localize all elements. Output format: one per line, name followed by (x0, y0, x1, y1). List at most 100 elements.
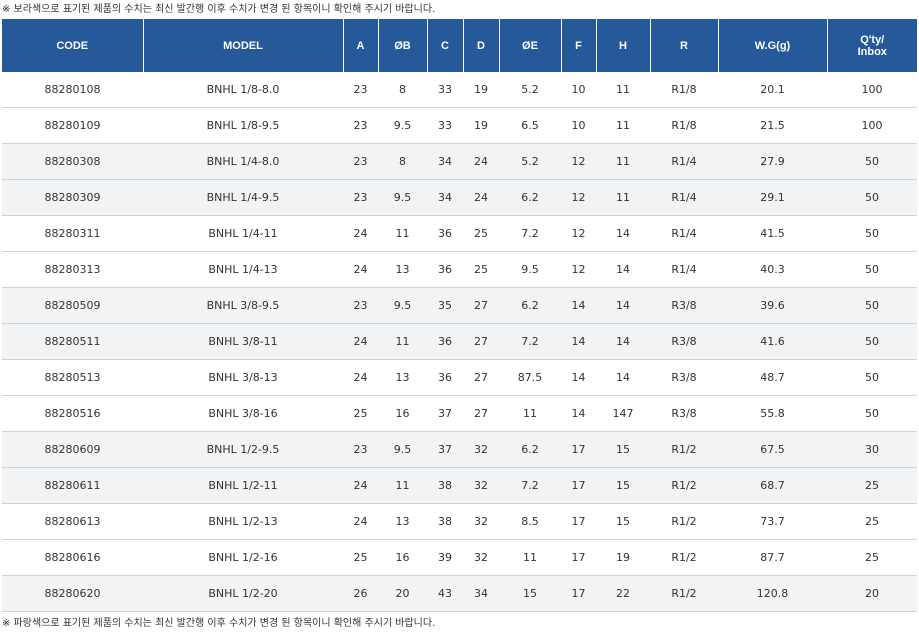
cell-r: R3/8 (650, 395, 718, 432)
cell-weight: 87.7 (718, 539, 827, 576)
table-row: 88280511 BNHL 3/8-11 24 11 36 27 7.2 14 14 R3/8 41… (2, 323, 917, 360)
cell-d: 32 (463, 431, 499, 468)
cell-b: 8 (378, 143, 427, 180)
cell-h: 15 (596, 467, 650, 504)
header-weight: W.G(g) (718, 19, 828, 72)
cell-f: 17 (561, 575, 596, 612)
cell-a: 23 (343, 431, 378, 468)
cell-f: 14 (561, 359, 596, 396)
cell-e: 5.2 (499, 143, 561, 180)
cell-c: 36 (427, 251, 463, 288)
cell-model: BNHL 1/4-11 (143, 215, 343, 252)
table-row: 88280513 BNHL 3/8-13 24 13 36 27 87.5 14 14 R3/8 4… (2, 359, 917, 396)
cell-qty: 100 (827, 72, 917, 108)
cell-f: 17 (561, 467, 596, 504)
cell-b: 20 (378, 575, 427, 612)
cell-d: 32 (463, 467, 499, 504)
cell-code: 88280609 (2, 431, 143, 468)
cell-h: 14 (596, 287, 650, 324)
cell-code: 88280611 (2, 467, 143, 504)
cell-qty: 25 (827, 503, 917, 540)
cell-qty: 50 (827, 287, 917, 324)
cell-c: 36 (427, 215, 463, 252)
cell-e: 7.2 (499, 215, 561, 252)
cell-h: 15 (596, 503, 650, 540)
cell-r: R1/4 (650, 179, 718, 216)
cell-b: 9.5 (378, 107, 427, 144)
cell-weight: 120.8 (718, 575, 827, 612)
cell-a: 25 (343, 539, 378, 576)
cell-e: 5.2 (499, 72, 561, 108)
cell-r: R1/8 (650, 72, 718, 108)
cell-e: 6.5 (499, 107, 561, 144)
cell-a: 24 (343, 251, 378, 288)
cell-weight: 39.6 (718, 287, 827, 324)
table-row: 88280616 BNHL 1/2-16 25 16 39 32 11 17 19 R1/2 87.… (2, 539, 917, 576)
cell-b: 9.5 (378, 431, 427, 468)
cell-e: 11 (499, 395, 561, 432)
header-code: CODE (2, 19, 144, 72)
cell-qty: 50 (827, 359, 917, 396)
cell-qty: 50 (827, 143, 917, 180)
table-row: 88280308 BNHL 1/4-8.0 23 8 34 24 5.2 12 11 R1/4 27… (2, 143, 917, 180)
cell-code: 88280511 (2, 323, 143, 360)
cell-d: 25 (463, 215, 499, 252)
cell-d: 19 (463, 107, 499, 144)
cell-h: 15 (596, 431, 650, 468)
cell-weight: 55.8 (718, 395, 827, 432)
cell-weight: 27.9 (718, 143, 827, 180)
cell-code: 88280311 (2, 215, 143, 252)
cell-e: 6.2 (499, 287, 561, 324)
cell-c: 34 (427, 179, 463, 216)
cell-weight: 21.5 (718, 107, 827, 144)
cell-h: 11 (596, 143, 650, 180)
cell-b: 11 (378, 215, 427, 252)
cell-c: 38 (427, 467, 463, 504)
cell-a: 25 (343, 395, 378, 432)
cell-weight: 48.7 (718, 359, 827, 396)
cell-code: 88280516 (2, 395, 143, 432)
cell-d: 25 (463, 251, 499, 288)
cell-code: 88280620 (2, 575, 143, 612)
cell-h: 14 (596, 251, 650, 288)
cell-a: 26 (343, 575, 378, 612)
cell-b: 9.5 (378, 179, 427, 216)
header-b: ØB (378, 19, 428, 72)
cell-e: 87.5 (499, 359, 561, 396)
header-qty: Q'ty/ Inbox (827, 19, 917, 72)
header-row: CODE MODEL A ØB C D ØE F H R W.G(g) Q'ty… (2, 19, 917, 72)
cell-b: 9.5 (378, 287, 427, 324)
cell-r: R1/4 (650, 143, 718, 180)
cell-h: 14 (596, 323, 650, 360)
cell-d: 27 (463, 287, 499, 324)
cell-model: BNHL 1/8-8.0 (143, 72, 343, 108)
cell-model: BNHL 1/8-9.5 (143, 107, 343, 144)
cell-b: 11 (378, 323, 427, 360)
table-row: 88280620 BNHL 1/2-20 26 20 43 34 15 17 22 R1/2 120… (2, 575, 917, 612)
cell-f: 12 (561, 143, 596, 180)
top-note: ※ 보라색으로 표기된 제품의 수치는 최신 발간행 이후 수치가 변경 된 항… (2, 4, 436, 15)
table-row: 88280516 BNHL 3/8-16 25 16 37 27 11 14 147 R3/8 55… (2, 395, 917, 432)
cell-r: R1/2 (650, 539, 718, 576)
cell-code: 88280613 (2, 503, 143, 540)
cell-code: 88280308 (2, 143, 143, 180)
header-a: A (343, 19, 379, 72)
cell-h: 11 (596, 179, 650, 216)
cell-r: R1/2 (650, 503, 718, 540)
cell-b: 13 (378, 251, 427, 288)
cell-h: 19 (596, 539, 650, 576)
cell-b: 16 (378, 395, 427, 432)
cell-r: R1/2 (650, 467, 718, 504)
cell-d: 24 (463, 179, 499, 216)
cell-a: 23 (343, 287, 378, 324)
cell-weight: 40.3 (718, 251, 827, 288)
cell-qty: 30 (827, 431, 917, 468)
cell-d: 27 (463, 359, 499, 396)
cell-model: BNHL 1/2-13 (143, 503, 343, 540)
cell-model: BNHL 3/8-13 (143, 359, 343, 396)
cell-f: 10 (561, 72, 596, 108)
cell-h: 11 (596, 72, 650, 108)
cell-a: 24 (343, 323, 378, 360)
cell-weight: 41.5 (718, 215, 827, 252)
cell-c: 33 (427, 72, 463, 108)
